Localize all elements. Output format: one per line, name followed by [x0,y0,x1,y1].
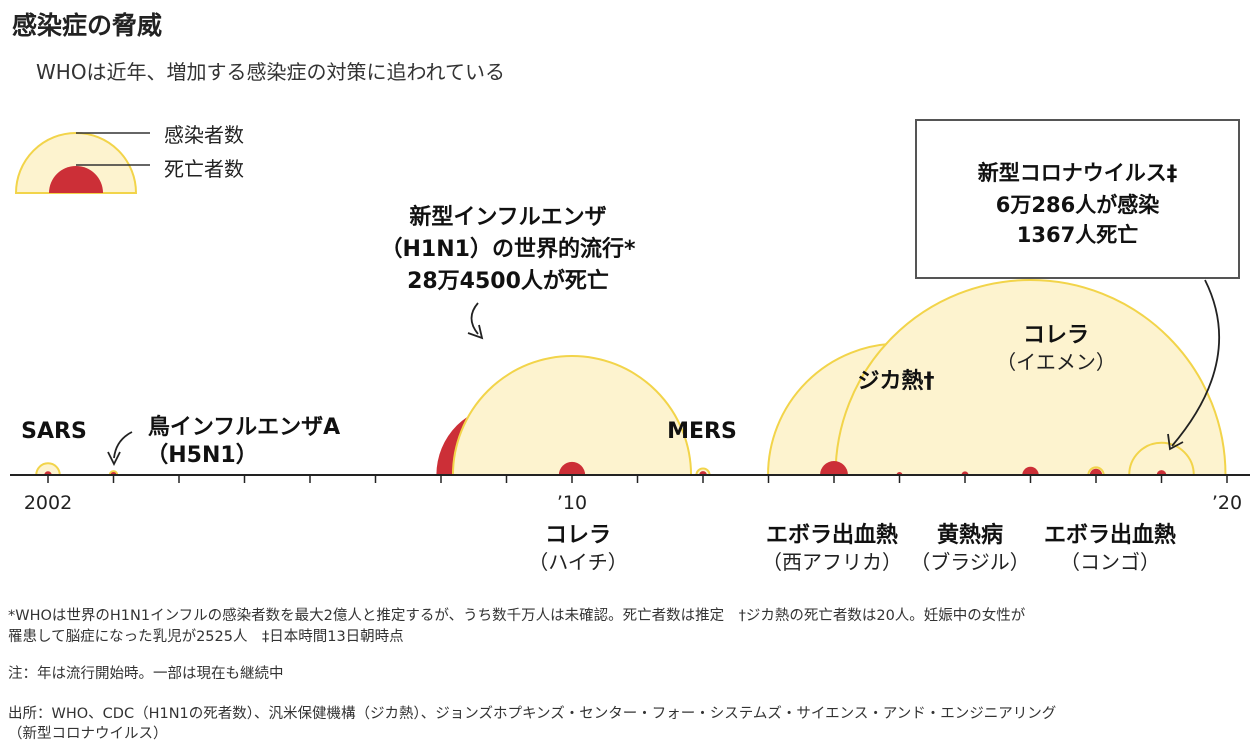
page-subtitle: WHOは近年、増加する感染症の対策に追われている [36,60,505,84]
label-h5n1-sub: （H5N1） [146,443,258,468]
callout-line3: 1367人死亡 [1016,223,1139,247]
label-mers: MERS [667,419,737,444]
label-cholera-yemen: コレラ [1022,323,1090,348]
h5n1-arrow [113,431,133,459]
callout-line2: 6万286人が感染 [995,193,1160,217]
axis-tick-label-2010: ’10 [557,492,587,514]
axis-tick-label-2020: ’20 [1212,492,1242,514]
footnote-source-cont: （新型コロナウイルス） [8,726,168,742]
label-ebola-wa: エボラ出血熱 [765,523,899,548]
callout-line1: 新型コロナウイルス‡ [977,161,1178,185]
label-h1n1-title: 新型インフルエンザ [409,205,607,230]
label-yellow-fever-sub: （ブラジル） [910,550,1030,574]
event-3-deaths-bubble [558,461,586,475]
footnote-line2: 罹患して脳症になった乳児が2525人 ‡日本時間13日朝時点 [8,629,404,645]
event-10-infected-bubble [1128,441,1195,476]
footnote-line1: *WHOは世界のH1N1インフルの感染者数を最大2億人と推定するが、うち数千万人… [8,608,1026,624]
label-cholera-haiti: コレラ [544,523,612,548]
label-ebola-congo-sub: （コンゴ） [1060,550,1160,574]
legend-deaths-semicircle [49,166,103,193]
label-sars: SARS [21,419,87,444]
h5n1-arrowhead [107,451,121,467]
label-ebola-congo: エボラ出血熱 [1043,523,1177,548]
label-ebola-wa-sub: （西アフリカ） [762,550,902,574]
label-h5n1: 鳥インフルエンザA [147,415,341,440]
event-10-deaths-bubble [1156,470,1167,475]
label-h1n1-note: 28万4500人が死亡 [407,269,609,294]
axis-tick-label-2002: 2002 [24,492,72,514]
event-9-deaths-bubble [1089,468,1103,475]
h1n1-arrowhead [467,324,484,340]
event-8-deaths-bubble [1022,466,1039,475]
footnote-source: 出所：WHO、CDC（H1N1の死者数）、汎米保健機構（ジカ熱）、ジョンズホプキ… [8,706,1057,722]
covid-arrowhead [1167,433,1184,451]
timeline-axis: 2002 ’10 ’20 [10,474,1250,514]
legend-deaths-label: 死亡者数 [164,157,244,181]
label-zika: ジカ熱† [857,369,935,394]
label-cholera-yemen-sub: （イエメン） [996,350,1116,374]
legend-infected-label: 感染者数 [164,123,244,147]
covid-callout-box: 新型コロナウイルス‡ 6万286人が感染 1367人死亡 [915,119,1240,279]
label-h1n1-sub: （H1N1）の世界的流行* [380,237,636,262]
label-cholera-haiti-sub: （ハイチ） [528,550,628,574]
covid-arrow [1171,279,1221,447]
legend [14,132,150,194]
page-title: 感染症の脅威 [12,11,163,40]
event-5-deaths-bubble [820,461,848,475]
bubble-layer [35,279,1227,476]
event-3-infected-bubble [451,354,693,476]
annotation-arrows [107,279,1221,467]
h1n1-arrow [470,302,479,335]
label-yellow-fever: 黄熱病 [936,523,1004,548]
footnote-note: 注：年は流行開始時。一部は現在も継続中 [8,666,284,682]
event-0-infected-bubble [35,462,61,476]
